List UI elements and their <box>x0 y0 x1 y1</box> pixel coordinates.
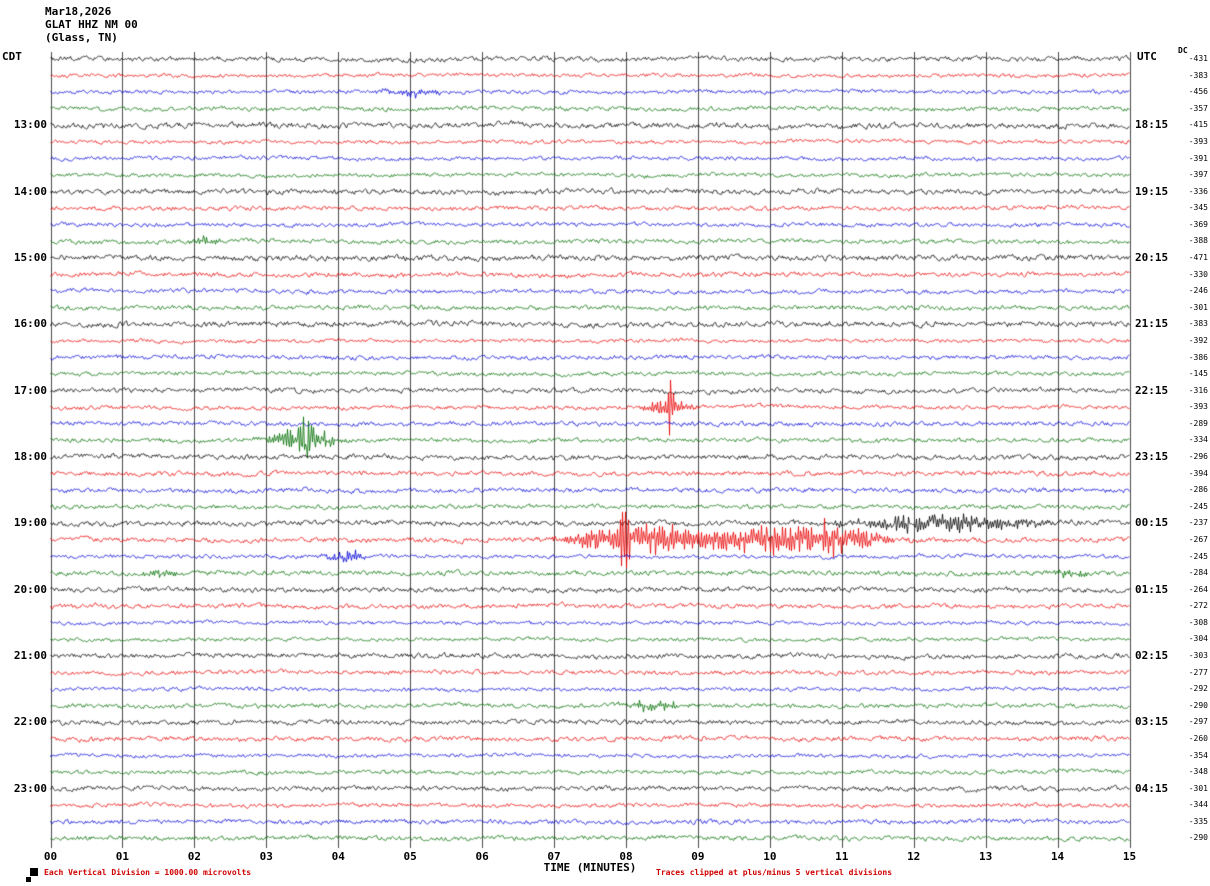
dc-offset-value: -303 <box>1188 651 1208 660</box>
right-time-label: 22:15 <box>1135 383 1169 397</box>
dc-offset-value: -237 <box>1188 518 1208 528</box>
x-tick-label: 10 <box>763 850 777 863</box>
dc-offset-value: -284 <box>1188 568 1208 578</box>
x-axis-title: TIME (MINUTES) <box>543 861 637 874</box>
right-time-label: 21:15 <box>1135 317 1169 331</box>
dc-offset-value: -297 <box>1188 717 1208 727</box>
x-tick-label: 07 <box>547 850 561 863</box>
right-time-label: 03:15 <box>1135 715 1169 729</box>
dc-offset-value: -335 <box>1188 816 1208 826</box>
corner-mark-icon <box>26 877 31 882</box>
dc-offset-value: -357 <box>1188 103 1208 113</box>
dc-offset-value: -348 <box>1188 767 1208 777</box>
dc-offset-value: -394 <box>1188 468 1208 478</box>
dc-offset-value: -292 <box>1188 684 1208 694</box>
dc-offset-value: -383 <box>1188 70 1208 80</box>
x-tick-label: 12 <box>907 850 921 863</box>
dc-offset-value: -246 <box>1188 286 1208 296</box>
dc-offset-value: -145 <box>1188 369 1208 379</box>
dc-offset-value: -388 <box>1188 236 1208 246</box>
right-time-label: 04:15 <box>1135 781 1169 795</box>
dc-offset-value: -301 <box>1188 783 1208 793</box>
dc-offset-value: -289 <box>1188 418 1208 428</box>
dc-offset-value: -391 <box>1188 153 1208 163</box>
dc-offset-value: -245 <box>1188 501 1208 511</box>
dc-offset-value: -304 <box>1188 634 1208 644</box>
dc-offset-value: -290 <box>1188 700 1208 710</box>
footer-scale-note: Each Vertical Division = 1000.00 microvo… <box>44 868 252 877</box>
dc-offset-value: -290 <box>1188 833 1208 843</box>
left-time-label: 13:00 <box>13 118 47 132</box>
x-tick-label: 04 <box>331 850 345 863</box>
dc-offset-value: -264 <box>1188 584 1208 594</box>
left-time-label: 20:00 <box>13 582 47 596</box>
left-time-label: 14:00 <box>13 184 47 198</box>
x-tick-label: 13 <box>979 850 993 863</box>
x-tick-label: 03 <box>259 850 273 863</box>
x-tick-label: 08 <box>619 850 633 863</box>
dc-offset-value: -344 <box>1188 800 1208 810</box>
right-time-label: 00:15 <box>1135 516 1169 530</box>
dc-offset-value: -354 <box>1188 750 1208 760</box>
x-tick-label: 06 <box>475 850 489 863</box>
dc-offset-value: -386 <box>1188 352 1208 362</box>
dc-offset-value: -431 <box>1188 54 1208 63</box>
dc-offset-value: -336 <box>1188 186 1208 196</box>
dc-offset-value: -415 <box>1188 120 1208 130</box>
x-tick-label: 09 <box>691 850 705 863</box>
dc-offset-value: -277 <box>1188 667 1208 677</box>
dc-offset-value: -393 <box>1188 402 1208 412</box>
dc-offset-value: -392 <box>1188 335 1208 345</box>
x-tick-label: 01 <box>115 850 130 863</box>
dc-offset-value: -383 <box>1188 319 1208 329</box>
right-time-label: 19:15 <box>1135 184 1169 198</box>
right-time-label: 01:15 <box>1135 582 1169 596</box>
dc-offset-value: -267 <box>1188 534 1208 544</box>
dc-offset-value: -345 <box>1188 203 1208 213</box>
x-tick-label: 02 <box>187 850 201 863</box>
x-tick-label: 05 <box>403 850 417 863</box>
dc-offset-value: -260 <box>1188 733 1208 743</box>
left-time-label: 21:00 <box>13 649 47 662</box>
left-time-label: 15:00 <box>13 251 47 264</box>
dc-offset-value: -316 <box>1188 385 1208 395</box>
dc-offset-value: -308 <box>1188 617 1208 627</box>
right-time-label: 20:15 <box>1135 251 1169 264</box>
dc-offset-value: -393 <box>1188 136 1208 146</box>
dc-offset-value: -245 <box>1188 551 1208 561</box>
left-time-label: 23:00 <box>13 781 47 795</box>
left-time-label: 19:00 <box>13 516 47 530</box>
x-tick-label: 14 <box>1050 850 1065 863</box>
dc-offset-value: -330 <box>1188 269 1208 279</box>
dc-offset-value: -471 <box>1188 253 1208 262</box>
dc-offset-value: -301 <box>1188 302 1208 312</box>
left-time-label: 18:00 <box>13 450 47 463</box>
right-time-label: 23:15 <box>1135 450 1169 463</box>
dc-offset-value: -397 <box>1188 170 1208 180</box>
left-time-label: 17:00 <box>13 383 47 397</box>
dc-offset-value: -334 <box>1188 435 1208 445</box>
dc-offset-value: -272 <box>1188 601 1208 611</box>
right-time-label: 18:15 <box>1135 118 1169 132</box>
left-time-label: 22:00 <box>13 715 47 729</box>
dc-offset-value: -296 <box>1188 452 1208 461</box>
x-tick-label: 11 <box>835 850 849 863</box>
footer-clip-note: Traces clipped at plus/minus 5 vertical … <box>656 868 893 877</box>
dc-offset-value: -369 <box>1188 219 1208 229</box>
left-time-label: 16:00 <box>13 317 47 331</box>
dc-offset-value: -286 <box>1188 485 1208 495</box>
x-tick-label: 00 <box>43 850 58 863</box>
x-tick-label: 15 <box>1122 850 1137 863</box>
footer-square-icon <box>30 868 38 876</box>
right-time-label: 02:15 <box>1135 649 1169 662</box>
dc-offset-value: -456 <box>1188 87 1208 97</box>
